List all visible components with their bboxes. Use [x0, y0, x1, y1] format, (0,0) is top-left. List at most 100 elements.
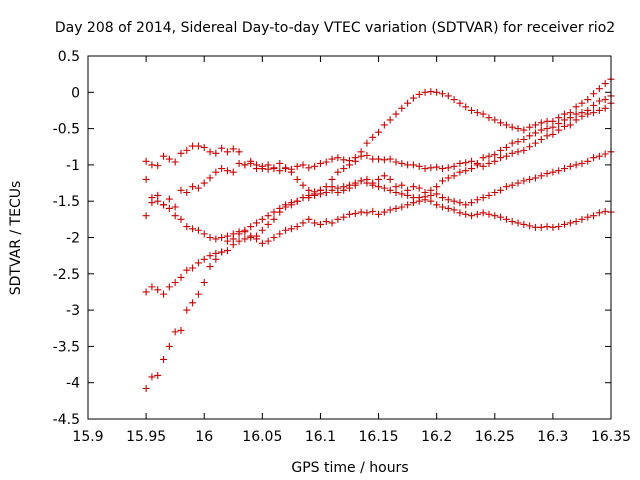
data-point: [322, 218, 330, 226]
data-point: [189, 299, 197, 307]
data-point: [253, 219, 261, 227]
data-point: [392, 110, 400, 118]
data-point: [189, 225, 197, 233]
data-point: [247, 223, 255, 231]
data-point: [514, 219, 522, 227]
y-tick-label: -4: [66, 376, 80, 392]
data-point: [590, 90, 598, 98]
data-point: [595, 209, 603, 217]
data-point: [183, 146, 191, 154]
data-point: [386, 186, 394, 194]
data-point: [479, 162, 487, 170]
data-point: [578, 159, 586, 167]
data-point: [549, 117, 557, 125]
data-point: [468, 106, 476, 114]
data-point: [171, 158, 179, 166]
data-point: [142, 212, 150, 220]
data-point: [514, 179, 522, 187]
data-point: [537, 126, 545, 134]
data-point: [561, 165, 569, 173]
data-point: [468, 212, 476, 220]
data-point: [473, 210, 481, 218]
data-point: [171, 203, 179, 211]
data-point: [531, 129, 539, 137]
data-point: [375, 128, 383, 136]
data-point: [165, 283, 173, 291]
data-point: [427, 88, 435, 96]
data-point: [404, 191, 412, 199]
data-point: [194, 259, 202, 267]
data-point: [293, 197, 301, 205]
data-point: [142, 157, 150, 165]
data-point: [508, 218, 516, 226]
plot-area: [142, 75, 615, 393]
data-point: [212, 149, 220, 157]
data-point: [433, 201, 441, 209]
data-point: [171, 212, 179, 220]
data-point: [595, 85, 603, 93]
data-point: [328, 186, 336, 194]
y-axis: 0.5 0 -0.5 -1 -1.5 -2 -2.5 -3 -3.5 -4 -4.5: [53, 49, 611, 428]
data-point: [165, 342, 173, 350]
data-point: [386, 206, 394, 214]
plot-frame: [87, 55, 612, 420]
data-point: [328, 175, 336, 183]
data-point: [363, 151, 371, 159]
data-point: [229, 235, 237, 243]
data-point: [258, 162, 266, 170]
data-point: [264, 212, 272, 220]
data-point: [357, 177, 365, 185]
y-tick-label: -4.5: [53, 412, 80, 428]
data-point: [264, 220, 272, 228]
data-point: [520, 146, 528, 154]
data-point: [462, 159, 470, 167]
data-point: [485, 114, 493, 122]
data-point: [160, 355, 168, 363]
data-point: [595, 97, 603, 105]
x-axis-label: GPS time / hours: [291, 460, 408, 476]
data-point: [276, 159, 284, 167]
data-point: [537, 172, 545, 180]
data-point: [322, 158, 330, 166]
data-point: [549, 223, 557, 231]
data-point: [316, 220, 324, 228]
data-point: [276, 204, 284, 212]
data-point: [369, 207, 377, 215]
data-point: [514, 148, 522, 156]
data-point: [473, 196, 481, 204]
data-point: [363, 139, 371, 147]
data-point: [514, 138, 522, 146]
data-point: [526, 123, 534, 131]
data-point: [485, 210, 493, 218]
data-point: [601, 150, 609, 158]
data-point: [305, 164, 313, 172]
data-point: [380, 172, 388, 180]
data-point: [543, 223, 551, 231]
data-point: [497, 213, 505, 221]
data-point: [218, 144, 226, 152]
data-point: [462, 103, 470, 111]
data-point: [334, 184, 342, 192]
data-point: [398, 181, 406, 189]
data-point: [148, 161, 156, 169]
data-point: [578, 99, 586, 107]
data-point: [456, 209, 464, 217]
data-point: [468, 199, 476, 207]
data-point: [392, 188, 400, 196]
data-point: [531, 174, 539, 182]
data-point: [380, 208, 388, 216]
data-point: [433, 88, 441, 96]
data-point: [392, 204, 400, 212]
data-point: [502, 183, 510, 191]
x-axis: 15.9 15.95 16 16.05 16.1 16.15 16.2 16.25 16.3 16…: [72, 56, 631, 445]
data-point: [415, 184, 423, 192]
data-point: [444, 92, 452, 100]
data-point: [572, 218, 580, 226]
data-point: [491, 212, 499, 220]
data-point: [223, 247, 231, 255]
data-point: [595, 152, 603, 160]
data-point: [444, 174, 452, 182]
data-point: [183, 188, 191, 196]
data-point: [601, 207, 609, 215]
data-point: [305, 215, 313, 223]
